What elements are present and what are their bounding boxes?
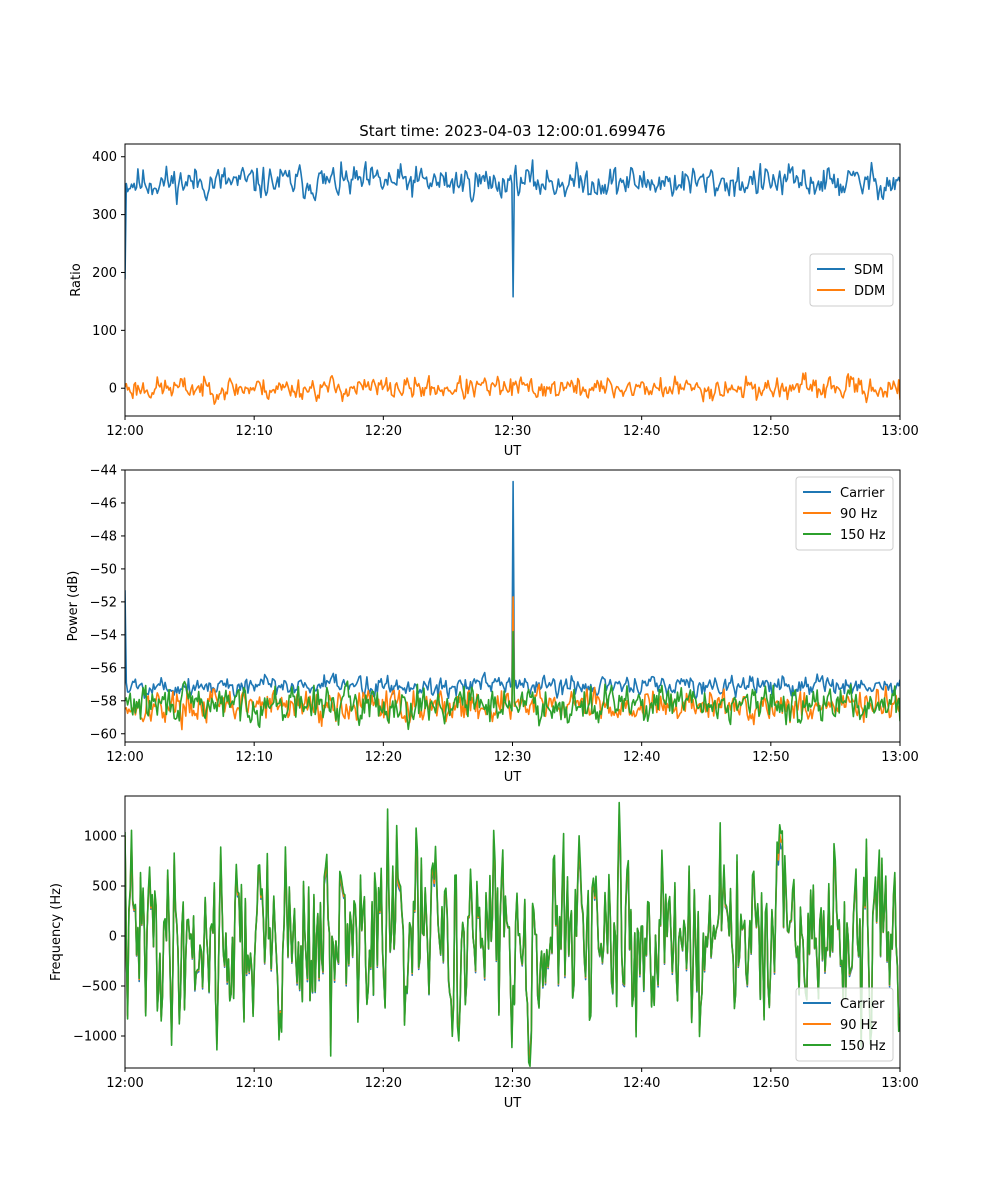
x-tick-label: 12:50	[752, 424, 789, 439]
x-tick-label: 12:20	[365, 750, 402, 765]
series-line-150-hz	[125, 630, 900, 731]
y-tick-label: 1000	[84, 830, 117, 845]
y-tick-label: −52	[90, 595, 117, 610]
x-tick-label: 12:00	[106, 424, 143, 439]
legend: SDM DDM	[809, 253, 894, 307]
x-tick-label: 12:00	[106, 1076, 143, 1091]
x-axis-label: UT	[504, 1096, 522, 1111]
legend-box	[809, 253, 894, 307]
series-line-ddm	[125, 372, 900, 405]
x-tick-label: 12:20	[365, 424, 402, 439]
legend-label: Carrier	[840, 997, 885, 1012]
y-tick-label: 200	[92, 266, 117, 281]
x-tick-label: 12:50	[752, 750, 789, 765]
x-tick-label: 13:00	[881, 750, 918, 765]
chart-panel-1: 12:00 12:10 12:20 12:30 12:40 12:50 13:00 0 100 2…	[69, 143, 919, 459]
x-tick-label: 12:30	[494, 424, 531, 439]
x-tick-label: 12:10	[235, 750, 272, 765]
x-tick-label: 12:30	[494, 750, 531, 765]
y-tick-label: −500	[81, 980, 117, 995]
x-tick-label: 13:00	[881, 1076, 918, 1091]
y-tick-label: 400	[92, 150, 117, 165]
x-axis-label: UT	[504, 770, 522, 785]
legend: Carrier 90 Hz 150 Hz	[795, 987, 894, 1062]
y-tick-label: 300	[92, 208, 117, 223]
chart-panel-2: 12:00 12:10 12:20 12:30 12:40 12:50 13:00 −60 −5…	[66, 464, 919, 786]
y-axis-label: Ratio	[69, 263, 84, 296]
x-tick-label: 13:00	[881, 424, 918, 439]
x-tick-label: 12:40	[623, 750, 660, 765]
chart-panels: 12:00 12:10 12:20 12:30 12:40 12:50 13:00 0 100 2…	[49, 143, 919, 1111]
y-tick-label: −58	[90, 694, 117, 709]
x-tick-label: 12:50	[752, 1076, 789, 1091]
legend-label: SDM	[854, 263, 883, 278]
x-tick-label: 12:20	[365, 1076, 402, 1091]
legend-label: 150 Hz	[840, 528, 886, 543]
y-tick-label: 500	[92, 880, 117, 895]
legend-box	[795, 987, 894, 1062]
y-axis-label: Power (dB)	[66, 571, 81, 642]
y-tick-label: 100	[92, 324, 117, 339]
figure-title: Start time: 2023-04-03 12:00:01.699476	[359, 122, 665, 140]
y-tick-label: −1000	[73, 1030, 117, 1045]
y-tick-label: −46	[90, 496, 117, 511]
x-tick-label: 12:30	[494, 1076, 531, 1091]
legend-label: Carrier	[840, 486, 885, 501]
y-tick-label: −60	[90, 727, 117, 742]
y-tick-label: −44	[90, 464, 117, 479]
y-tick-label: 0	[109, 382, 117, 397]
x-tick-label: 12:10	[235, 1076, 272, 1091]
series-line-150-hz	[125, 801, 900, 1068]
y-axis-label: Frequency (Hz)	[49, 883, 64, 981]
legend-box	[795, 476, 894, 551]
x-tick-label: 12:40	[623, 1076, 660, 1091]
chart-panel-3: 12:00 12:10 12:20 12:30 12:40 12:50 13:00 −1000…	[49, 795, 919, 1111]
x-tick-label: 12:10	[235, 424, 272, 439]
y-tick-label: −48	[90, 529, 117, 544]
x-tick-label: 12:40	[623, 424, 660, 439]
series-line-carrier	[125, 480, 900, 700]
y-tick-label: −50	[90, 562, 117, 577]
x-tick-label: 12:00	[106, 750, 143, 765]
y-tick-label: 0	[109, 930, 117, 945]
legend-label: 90 Hz	[840, 507, 877, 522]
legend: Carrier 90 Hz 150 Hz	[795, 476, 894, 551]
legend-label: 150 Hz	[840, 1039, 886, 1054]
x-axis-label: UT	[504, 444, 522, 459]
y-tick-label: −56	[90, 661, 117, 676]
y-tick-label: −54	[90, 628, 117, 643]
legend-label: 90 Hz	[840, 1018, 877, 1033]
legend-label: DDM	[854, 284, 885, 299]
series-line-sdm	[125, 159, 900, 298]
